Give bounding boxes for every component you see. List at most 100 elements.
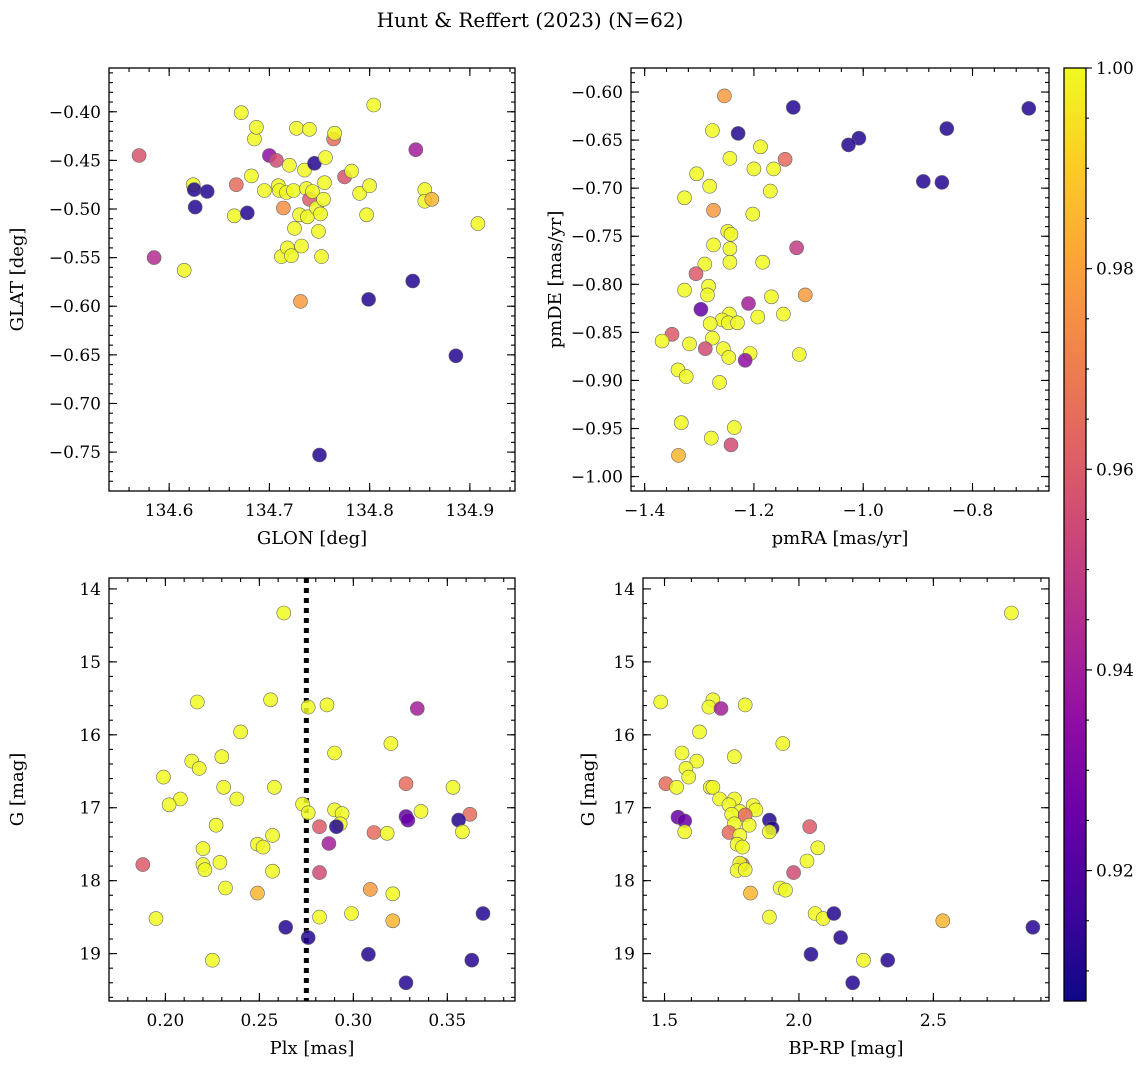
colorbar-frame <box>1063 67 1087 1002</box>
data-point <box>702 316 718 332</box>
y-tick-label: −0.55 <box>49 249 101 269</box>
x-tick-label: 2.5 <box>920 1011 947 1031</box>
data-point <box>1025 919 1041 935</box>
data-point <box>826 906 842 921</box>
scatter-points <box>131 97 486 463</box>
data-point <box>737 697 753 713</box>
data-point <box>764 289 779 305</box>
data-point <box>316 192 331 207</box>
data-point <box>408 142 424 157</box>
data-point <box>289 121 304 136</box>
x-tick-label: 0.35 <box>428 1011 466 1031</box>
y-tick-label: 15 <box>79 653 101 673</box>
data-point <box>802 819 818 835</box>
data-point <box>131 148 147 163</box>
scatter-points <box>135 605 491 991</box>
y-tick-label: 17 <box>79 799 101 819</box>
data-point <box>705 123 720 138</box>
x-tick-label: 134.7 <box>245 501 294 521</box>
data-point <box>755 254 771 270</box>
data-point <box>267 779 282 795</box>
data-point <box>250 885 265 901</box>
data-point <box>717 88 732 104</box>
data-point <box>915 174 931 189</box>
data-point <box>856 952 871 968</box>
x-tick-label: −1.0 <box>843 501 884 521</box>
data-point <box>688 266 704 282</box>
data-point <box>321 836 337 851</box>
data-point <box>276 200 291 216</box>
panel-glon-glat: 134.6 134.7 134.8 134.9 −0.75 −0.70 −0.65 −0.60… <box>7 67 516 549</box>
data-point <box>735 839 750 855</box>
data-point <box>218 880 233 896</box>
data-point <box>464 952 480 968</box>
colorbar-tick-label: 0.96 <box>1096 460 1134 480</box>
colorbar-gradient <box>1064 68 1086 1001</box>
data-point <box>851 130 867 146</box>
scatter-points <box>654 88 1037 463</box>
y-tick-label: −1.00 <box>571 468 623 488</box>
data-point <box>190 694 205 710</box>
data-point <box>762 824 777 840</box>
data-point <box>745 206 761 222</box>
data-point <box>312 819 327 835</box>
colorbar-tick-label: 0.94 <box>1096 661 1134 681</box>
axes-frame <box>630 67 1050 492</box>
data-point <box>263 692 278 708</box>
data-point <box>187 199 203 215</box>
data-point <box>317 175 332 190</box>
x-tick-label: 1.5 <box>651 1011 678 1031</box>
data-point <box>703 430 719 446</box>
panel-bprp-g: 1.5 2.0 2.5 14 15 16 17 18 19 BP-RP [mag] G [mag] <box>578 577 1050 1059</box>
data-point <box>318 150 333 165</box>
data-point <box>766 161 781 177</box>
data-point <box>265 863 280 879</box>
data-point <box>722 151 738 166</box>
data-point <box>362 178 377 193</box>
data-point <box>654 333 670 349</box>
data-point <box>409 701 425 716</box>
data-point <box>797 287 813 303</box>
data-point <box>319 697 335 713</box>
y-axis-label: G [mag] <box>578 753 599 826</box>
x-tick-label: −1.4 <box>624 501 665 521</box>
data-point <box>705 330 720 346</box>
data-point <box>730 126 746 141</box>
data-point <box>669 779 684 795</box>
data-point <box>293 294 308 309</box>
data-point <box>214 749 230 765</box>
data-point <box>327 125 342 141</box>
y-tick-label: −0.60 <box>571 83 623 103</box>
data-point <box>939 121 955 136</box>
data-point <box>678 369 694 384</box>
data-point <box>737 352 753 368</box>
data-point <box>689 166 704 182</box>
data-point <box>935 913 951 929</box>
x-tick-label: 2.0 <box>785 1011 812 1031</box>
data-point <box>257 183 272 198</box>
data-point <box>302 122 317 137</box>
data-point <box>693 301 709 317</box>
data-point <box>746 161 762 177</box>
data-point <box>727 749 742 765</box>
x-axis-label: GLON [deg] <box>257 528 367 549</box>
data-point <box>706 203 721 218</box>
data-point <box>186 182 202 197</box>
data-point <box>445 779 461 795</box>
x-tick-label: 0.20 <box>146 1011 184 1031</box>
data-point <box>146 250 162 265</box>
data-point <box>737 862 753 878</box>
y-tick-label: −0.45 <box>49 151 101 171</box>
data-point <box>721 350 737 365</box>
data-point <box>880 952 896 968</box>
data-point <box>385 913 401 929</box>
data-point <box>305 184 320 199</box>
data-point <box>361 946 376 962</box>
colorbar-tick-label: 0.98 <box>1096 260 1134 280</box>
y-tick-label: 18 <box>79 872 101 892</box>
data-point <box>706 237 721 253</box>
data-point <box>750 309 766 325</box>
data-point <box>803 946 819 962</box>
data-point <box>845 975 861 991</box>
x-tick-label: −1.2 <box>733 501 774 521</box>
